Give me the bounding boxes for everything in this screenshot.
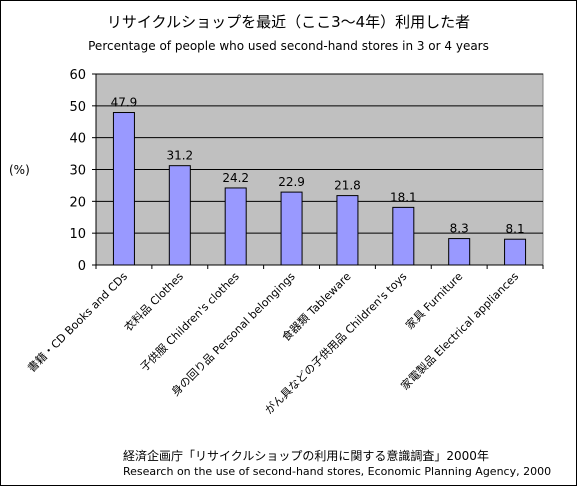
category-label: 家具 Furniture <box>402 269 465 332</box>
category-label: 子供服 Children's clothes <box>137 269 242 374</box>
bar <box>504 238 527 266</box>
source-note-ja: 経済企画庁「リサイクルショップの利用に関する意識調査」2000年 <box>123 449 489 463</box>
bar-chart: 0 10 20 30 40 50 60 47.9 書籍・CD Books and CDs 31.2… <box>24 68 544 417</box>
y-tick-label: 10 <box>69 227 86 242</box>
category-label: 身の回り品 Personal belongings <box>168 269 298 399</box>
y-tick-label: 60 <box>69 68 86 83</box>
chart-subtitle: Percentage of people who used second-han… <box>88 39 489 53</box>
category-label: 書籍・CD Books and CDs <box>24 269 130 375</box>
data-label: 18.1 <box>390 190 417 204</box>
data-label: 8.3 <box>450 222 469 236</box>
y-tick-label: 30 <box>69 164 86 179</box>
category-label: 家電製品 Electrical appliances <box>398 269 522 393</box>
y-tick-label: 0 <box>78 259 86 274</box>
y-tick-label: 40 <box>69 132 86 147</box>
data-label: 24.2 <box>222 171 249 185</box>
bar <box>224 187 247 266</box>
data-label: 21.8 <box>334 179 361 193</box>
data-label: 8.1 <box>506 222 525 236</box>
y-tick-label: 20 <box>69 195 86 210</box>
bar <box>448 238 471 266</box>
source-note-en: Research on the use of second-hand store… <box>123 465 552 478</box>
bar <box>112 112 135 266</box>
y-tick-label: 50 <box>69 100 86 115</box>
data-label: 22.9 <box>278 175 305 189</box>
bar <box>392 206 415 266</box>
bar <box>168 165 191 266</box>
data-label: 47.9 <box>111 96 138 110</box>
bar <box>280 191 303 266</box>
data-label: 31.2 <box>166 149 193 163</box>
bar <box>336 195 359 266</box>
chart-title: リサイクルショップを最近（ここ3〜4年）利用した者 <box>106 13 471 31</box>
y-axis-unit-label: (%) <box>9 163 30 177</box>
category-label: 衣料品 Clothes <box>121 269 186 334</box>
